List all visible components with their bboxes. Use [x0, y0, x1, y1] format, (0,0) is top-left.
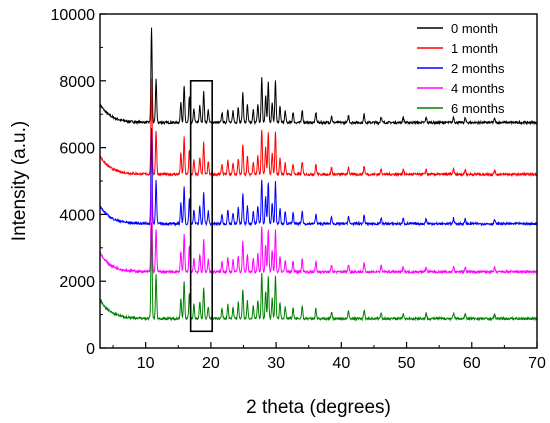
- legend-entry: 4 months: [451, 81, 505, 96]
- x-tick-label: 60: [463, 355, 481, 372]
- y-tick-label: 0: [86, 341, 95, 358]
- y-axis-title: Intensity (a.u.): [9, 121, 30, 241]
- x-tick-label: 20: [202, 355, 220, 372]
- legend-entry: 2 months: [451, 61, 505, 76]
- legend-entry: 6 months: [451, 101, 505, 116]
- legend-entry: 0 month: [451, 21, 498, 36]
- x-tick-label: 40: [332, 355, 350, 372]
- series-layer: [99, 27, 538, 322]
- y-tick-label: 6000: [59, 141, 95, 158]
- series-line: [99, 27, 538, 126]
- y-axis: 0 2000 4000 6000 8000 10000: [51, 7, 106, 358]
- x-axis-title: 2 theta (degrees): [246, 397, 391, 418]
- y-tick-label: 10000: [51, 7, 96, 24]
- y-tick-label: 8000: [59, 74, 95, 91]
- series-line: [99, 78, 538, 178]
- x-tick-label: 10: [137, 355, 155, 372]
- legend-entry: 1 month: [451, 41, 498, 56]
- x-axis: 10 20 30 40 50 60 70: [112, 342, 546, 372]
- series-line: [99, 127, 538, 227]
- legend: 0 month 1 month 2 months 4 months 6 months: [417, 21, 505, 116]
- x-tick-label: 70: [528, 355, 546, 372]
- y-tick-label: 2000: [59, 274, 95, 291]
- highlight-box: [189, 80, 213, 333]
- x-tick-label: 30: [267, 355, 285, 372]
- y-tick-label: 4000: [59, 207, 95, 224]
- series-line: [99, 222, 538, 322]
- x-tick-label: 50: [398, 355, 416, 372]
- series-line: [99, 176, 538, 275]
